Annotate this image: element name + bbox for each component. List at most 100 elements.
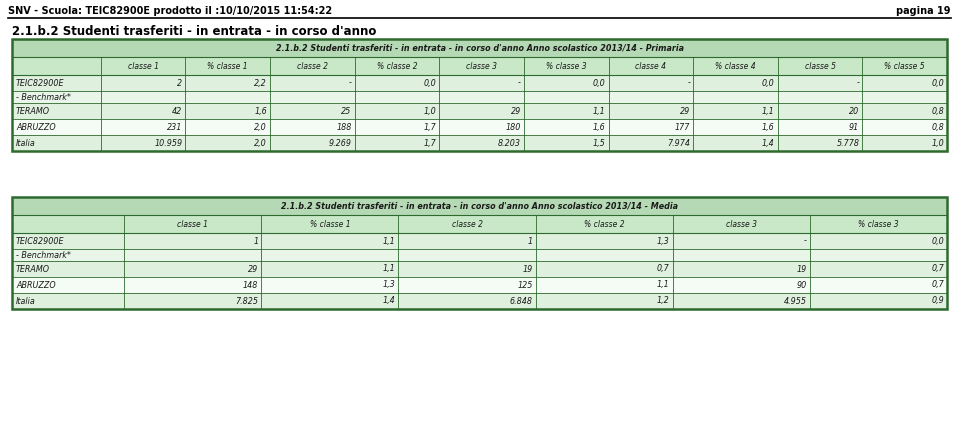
- Text: 25: 25: [341, 107, 352, 116]
- Text: 1: 1: [253, 236, 258, 246]
- Text: 1,5: 1,5: [593, 139, 605, 147]
- Text: 2,0: 2,0: [254, 139, 267, 147]
- Bar: [12, 39, 947, 151]
- Text: 1,1: 1,1: [383, 236, 395, 246]
- Text: 2.1.b.2 Studenti trasferiti - in entrata - in corso d'anno: 2.1.b.2 Studenti trasferiti - in entrata…: [12, 25, 376, 38]
- Text: -: -: [804, 236, 807, 246]
- Text: % classe 1: % classe 1: [207, 62, 248, 71]
- Text: 1,7: 1,7: [424, 122, 436, 131]
- Text: 5.778: 5.778: [836, 139, 859, 147]
- Bar: [12, 135, 947, 151]
- Text: TEIC82900E: TEIC82900E: [16, 79, 64, 88]
- Text: 0,0: 0,0: [593, 79, 605, 88]
- Text: % classe 5: % classe 5: [884, 62, 925, 71]
- Text: 1,6: 1,6: [254, 107, 267, 116]
- Text: 2,2: 2,2: [254, 79, 267, 88]
- Text: Italia: Italia: [16, 297, 35, 306]
- Text: 0,8: 0,8: [931, 107, 944, 116]
- Text: 1,3: 1,3: [657, 236, 669, 246]
- Text: -: -: [856, 79, 859, 88]
- Text: 1,2: 1,2: [657, 297, 669, 306]
- Bar: [12, 75, 947, 91]
- Text: % classe 3: % classe 3: [546, 62, 587, 71]
- Text: classe 2: classe 2: [297, 62, 328, 71]
- Bar: [12, 57, 947, 75]
- Text: 0,7: 0,7: [931, 264, 944, 274]
- Bar: [12, 233, 947, 249]
- Bar: [12, 215, 947, 233]
- Text: 9.269: 9.269: [329, 139, 352, 147]
- Text: 125: 125: [517, 280, 532, 289]
- Text: 19: 19: [523, 264, 532, 274]
- Text: 0,8: 0,8: [931, 122, 944, 131]
- Text: classe 5: classe 5: [805, 62, 835, 71]
- Text: pagina 19: pagina 19: [897, 6, 951, 16]
- Text: 1,1: 1,1: [593, 107, 605, 116]
- Bar: [12, 261, 947, 277]
- Text: 177: 177: [675, 122, 690, 131]
- Text: 180: 180: [505, 122, 521, 131]
- Text: 231: 231: [167, 122, 182, 131]
- Text: SNV - Scuola: TEIC82900E prodotto il :10/10/2015 11:54:22: SNV - Scuola: TEIC82900E prodotto il :10…: [8, 6, 332, 16]
- Text: 1,1: 1,1: [762, 107, 775, 116]
- Text: 90: 90: [797, 280, 807, 289]
- Text: 1,0: 1,0: [424, 107, 436, 116]
- Text: 2,0: 2,0: [254, 122, 267, 131]
- Text: % classe 2: % classe 2: [377, 62, 417, 71]
- Text: 0,0: 0,0: [424, 79, 436, 88]
- Text: 0,9: 0,9: [931, 297, 944, 306]
- Text: 148: 148: [243, 280, 258, 289]
- Text: 1,1: 1,1: [383, 264, 395, 274]
- Text: -: -: [688, 79, 690, 88]
- Text: classe 3: classe 3: [466, 62, 497, 71]
- Text: 0,0: 0,0: [762, 79, 775, 88]
- Text: - Benchmark*: - Benchmark*: [16, 93, 71, 102]
- Bar: [12, 39, 947, 57]
- Text: ABRUZZO: ABRUZZO: [16, 122, 56, 131]
- Text: 0,0: 0,0: [931, 236, 944, 246]
- Bar: [12, 39, 947, 151]
- Bar: [12, 103, 947, 119]
- Text: 2.1.b.2 Studenti trasferiti - in entrata - in corso d'anno Anno scolastico 2013/: 2.1.b.2 Studenti trasferiti - in entrata…: [281, 201, 678, 210]
- Bar: [12, 197, 947, 309]
- Text: 1,7: 1,7: [424, 139, 436, 147]
- Text: 1,0: 1,0: [931, 139, 944, 147]
- Text: 0,0: 0,0: [931, 79, 944, 88]
- Text: 1,4: 1,4: [762, 139, 775, 147]
- Text: Italia: Italia: [16, 139, 35, 147]
- Text: 1,6: 1,6: [593, 122, 605, 131]
- Bar: [12, 197, 947, 215]
- Text: 0,7: 0,7: [931, 280, 944, 289]
- Text: 7.825: 7.825: [235, 297, 258, 306]
- Text: 29: 29: [510, 107, 521, 116]
- Text: 29: 29: [680, 107, 690, 116]
- Text: 1: 1: [527, 236, 532, 246]
- Text: 1,4: 1,4: [383, 297, 395, 306]
- Text: ABRUZZO: ABRUZZO: [16, 280, 56, 289]
- Bar: [12, 293, 947, 309]
- Text: 19: 19: [797, 264, 807, 274]
- Text: 2: 2: [177, 79, 182, 88]
- Bar: [12, 119, 947, 135]
- Bar: [12, 197, 947, 309]
- Text: 1,6: 1,6: [762, 122, 775, 131]
- Text: % classe 2: % classe 2: [584, 219, 624, 229]
- Text: 188: 188: [337, 122, 352, 131]
- Text: % classe 4: % classe 4: [715, 62, 756, 71]
- Text: -: -: [349, 79, 352, 88]
- Text: 91: 91: [849, 122, 859, 131]
- Text: classe 1: classe 1: [177, 219, 208, 229]
- Text: 1,1: 1,1: [657, 280, 669, 289]
- Text: 0,7: 0,7: [657, 264, 669, 274]
- Bar: [12, 249, 947, 261]
- Text: TERAMO: TERAMO: [16, 107, 50, 116]
- Text: 29: 29: [248, 264, 258, 274]
- Text: % classe 3: % classe 3: [858, 219, 899, 229]
- Text: 8.203: 8.203: [498, 139, 521, 147]
- Text: -: -: [518, 79, 521, 88]
- Text: classe 2: classe 2: [452, 219, 482, 229]
- Text: TERAMO: TERAMO: [16, 264, 50, 274]
- Text: TEIC82900E: TEIC82900E: [16, 236, 64, 246]
- Text: classe 3: classe 3: [726, 219, 757, 229]
- Text: 6.848: 6.848: [509, 297, 532, 306]
